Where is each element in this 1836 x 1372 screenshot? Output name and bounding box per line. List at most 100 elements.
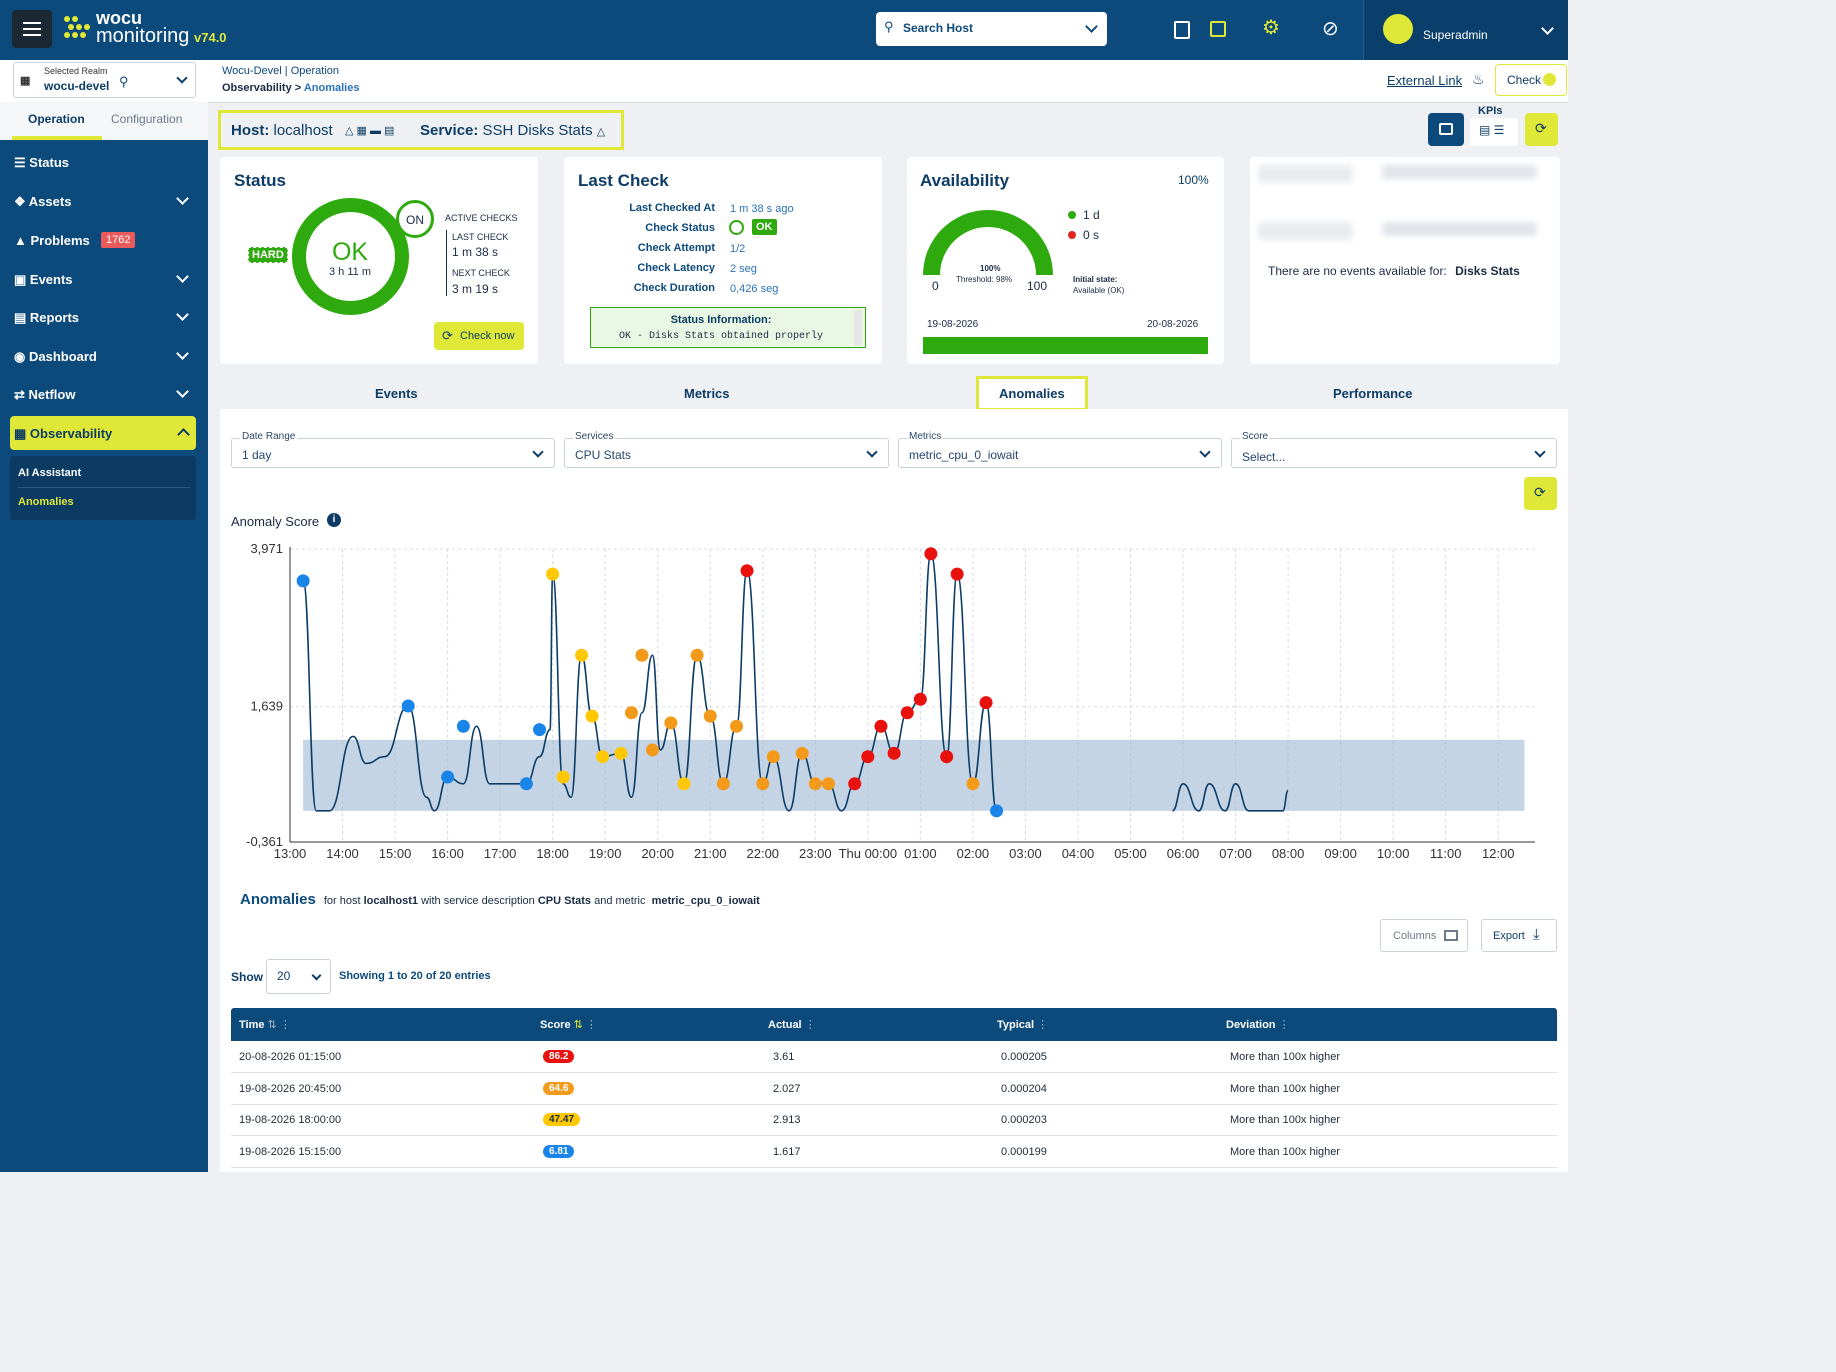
cell-typical: 0.000199 — [1001, 1146, 1047, 1158]
bell-icon[interactable]: ♨ — [1472, 71, 1485, 87]
cell-time: 19-08-2026 15:15:00 — [239, 1146, 342, 1158]
refresh-button[interactable]: ⟳ — [1525, 113, 1558, 146]
nav-item-reports[interactable]: ▤ Reports — [14, 310, 80, 325]
chevron-down-icon — [866, 446, 878, 458]
anomaly-point — [874, 719, 888, 733]
settings-icon[interactable]: ⚙ — [1262, 17, 1280, 39]
crumb-realm[interactable]: Wocu-Devel — [222, 65, 282, 77]
col-typical[interactable]: Typical ⋮ — [997, 1019, 1049, 1031]
x-tick-label: 09:00 — [1324, 846, 1357, 861]
nav-item-status[interactable]: ☰ Status — [14, 155, 70, 170]
col-time[interactable]: Time ⇅ ⋮ — [239, 1019, 291, 1031]
table-row[interactable]: 19-08-2026 15:15:00 6.81 1.617 0.000199 More… — [231, 1136, 1557, 1168]
tab-configuration[interactable]: Configuration — [111, 112, 183, 126]
refresh-icon: ⟳ — [1534, 484, 1546, 500]
nav-item-problems[interactable]: ▲ Problems — [14, 233, 90, 248]
anomaly-point — [703, 709, 717, 723]
info-icon[interactable]: i — [327, 513, 341, 527]
tab-performance[interactable]: Performance — [1333, 386, 1413, 401]
legend-down-dot — [1068, 231, 1076, 239]
page-size-select[interactable]: 20 — [266, 959, 331, 994]
view-toggle-button[interactable] — [1428, 113, 1464, 146]
col-actual[interactable]: Actual ⋮ — [768, 1019, 816, 1031]
scrollbar[interactable] — [854, 310, 862, 345]
crumb-anomalies[interactable]: Anomalies — [303, 82, 360, 94]
subnav-ai-assistant[interactable]: AI Assistant — [18, 467, 82, 479]
tab-operation-indicator — [12, 136, 102, 140]
date-range-select[interactable]: Date Range 1 day — [231, 431, 555, 468]
subnav-anomalies[interactable]: Anomalies — [18, 496, 74, 508]
crumb-operation[interactable]: Operation — [290, 65, 340, 77]
x-tick-label: 11:00 — [1430, 846, 1462, 861]
cell-typical: 0.000205 — [1001, 1051, 1047, 1063]
nav-item-netflow[interactable]: ⇄ Netflow — [14, 387, 76, 402]
next-check-label: NEXT CHECK — [452, 268, 510, 278]
anomaly-point — [950, 567, 964, 581]
table-row[interactable]: 20-08-2026 01:15:00 86.2 3.61 0.000205 More … — [231, 1041, 1557, 1073]
x-tick-label: 15:00 — [379, 846, 412, 861]
crumb-observability[interactable]: Observability — [222, 82, 292, 94]
legend-up-value: 1 d — [1083, 208, 1100, 222]
x-tick-label: 06:00 — [1167, 846, 1200, 861]
kpis-button[interactable]: ▤ ☰ — [1470, 118, 1518, 146]
nav-item-events[interactable]: ▣ Events — [14, 272, 73, 287]
anomaly-point — [456, 719, 470, 733]
availability-gauge — [923, 210, 1053, 275]
chevron-down-icon — [176, 72, 188, 84]
cell-actual: 2.027 — [773, 1083, 801, 1095]
refresh-chart-button[interactable]: ⟳ — [1524, 477, 1557, 510]
cell-deviation: More than 100x higher — [1230, 1146, 1341, 1158]
service-info: Service: SSH Disks Stats △ — [420, 122, 606, 139]
check-now-button[interactable]: ⟳ Check now — [434, 322, 524, 350]
external-window-icon[interactable] — [1210, 21, 1226, 37]
nav-item-assets[interactable]: ❖ Assets — [14, 194, 72, 209]
table-row[interactable]: 19-08-2026 18:00:00 47.47 2.913 0.000203 Mor… — [231, 1104, 1557, 1136]
menu-icon[interactable] — [12, 10, 52, 48]
anomaly-point — [716, 777, 730, 791]
status-info-title: Status Information: — [670, 314, 772, 326]
nav-item-observability[interactable] — [10, 416, 196, 450]
services-select[interactable]: Services CPU Stats — [564, 431, 889, 468]
host-service-box — [218, 110, 624, 150]
dashboard-icon: ◉ — [14, 349, 29, 364]
columns-button[interactable]: Columns — [1380, 919, 1468, 952]
col-score[interactable]: Score ⇅ ⋮ — [540, 1019, 597, 1031]
status-information-box[interactable] — [590, 307, 866, 348]
date-to: 20-08-2026 — [1147, 319, 1199, 330]
breadcrumb-2: Observability > Anomalies — [222, 82, 360, 94]
anomaly-point — [821, 777, 835, 791]
x-tick-label: 10:00 — [1377, 846, 1410, 861]
cell-actual: 2.913 — [773, 1114, 801, 1126]
export-button[interactable]: Export ⤓ — [1481, 919, 1557, 952]
disconnect-icon[interactable]: ⊘ — [1322, 18, 1339, 40]
tab-events[interactable]: Events — [375, 386, 418, 401]
x-tick-label: 16:00 — [431, 846, 464, 861]
x-tick-label: Thu 00:00 — [839, 846, 898, 861]
anomaly-point — [940, 750, 954, 764]
tab-anomalies[interactable] — [976, 376, 1088, 411]
x-tick-label: 02:00 — [957, 846, 990, 861]
metrics-select[interactable]: Metrics metric_cpu_0_iowait — [898, 431, 1222, 468]
realm-selector[interactable]: ▦ Selected Realm wocu-devel ⚲ — [13, 62, 196, 98]
col-deviation[interactable]: Deviation ⋮ — [1226, 1019, 1290, 1031]
nav-item-dashboard[interactable]: ◉ Dashboard — [14, 349, 97, 364]
realm-value: wocu-devel — [44, 79, 110, 93]
tab-operation[interactable]: Operation — [28, 112, 85, 126]
tab-metrics[interactable]: Metrics — [684, 386, 730, 401]
anomaly-point — [990, 804, 1004, 818]
cell-deviation: More than 100x higher — [1230, 1114, 1341, 1126]
score-select[interactable]: Score Select... — [1231, 431, 1557, 468]
table-row[interactable]: 19-08-2026 20:45:00 64.6 2.027 0.000204 More… — [231, 1073, 1557, 1105]
anomaly-point — [575, 648, 589, 662]
check-button[interactable]: Check — [1495, 64, 1567, 96]
anomaly-point — [596, 750, 610, 764]
robot-icon: ▦ — [14, 426, 30, 441]
anomaly-point — [913, 692, 927, 706]
host-icons: △ ▦ ▬ ▤ — [345, 125, 395, 137]
external-link[interactable]: External Link — [1387, 73, 1463, 88]
availability-card — [907, 157, 1224, 364]
search-host-select[interactable]: Search Host — [876, 12, 1107, 46]
active-checks-toggle[interactable]: ON — [396, 200, 434, 238]
score-badge: 6.81 — [543, 1145, 575, 1158]
book-icon[interactable] — [1174, 21, 1190, 39]
